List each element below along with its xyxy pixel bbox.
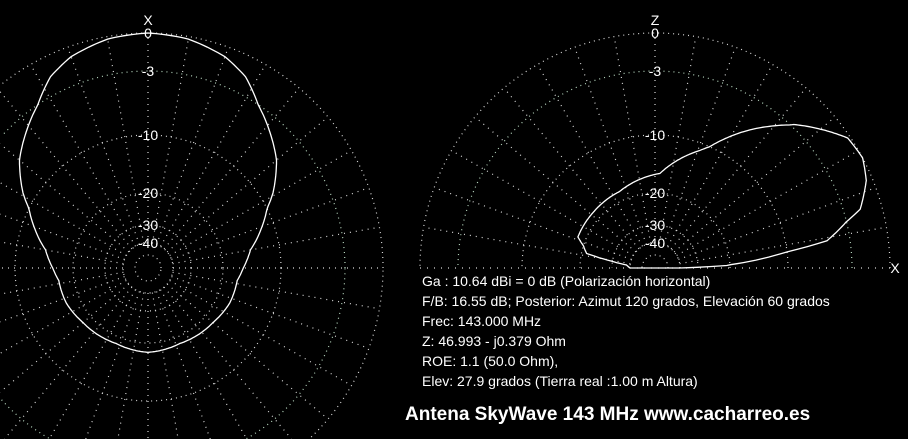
grid-spoke bbox=[673, 116, 836, 253]
grid-spoke bbox=[0, 182, 127, 257]
ring-label: 0 bbox=[651, 25, 659, 41]
grid-spoke bbox=[423, 226, 631, 265]
grid-spoke bbox=[670, 87, 807, 250]
ring-label: -10 bbox=[645, 127, 665, 143]
grid-spoke bbox=[67, 46, 141, 245]
azimuth-plot-grid bbox=[0, 32, 384, 439]
grid-spoke bbox=[474, 116, 637, 253]
ring-label: -30 bbox=[138, 217, 158, 233]
grid-ring bbox=[641, 254, 669, 268]
grid-spoke bbox=[159, 289, 248, 439]
grid-spoke bbox=[574, 46, 648, 245]
elevation-axis-label-z: Z bbox=[651, 12, 660, 28]
grid-spoke bbox=[48, 289, 137, 439]
elevation-pattern-curve bbox=[577, 123, 867, 269]
ring-label: -20 bbox=[138, 185, 158, 201]
grid-spoke bbox=[451, 149, 634, 257]
grid-spoke bbox=[106, 36, 145, 244]
ring-label: 0 bbox=[144, 25, 152, 41]
grid-spoke bbox=[85, 291, 141, 439]
grid-spoke bbox=[433, 187, 632, 261]
grid-spoke bbox=[658, 36, 697, 244]
grid-spoke bbox=[172, 271, 380, 310]
grid-spoke bbox=[679, 226, 887, 265]
grid-spoke bbox=[169, 149, 352, 257]
figure-title: Antena SkyWave 143 MHz www.cacharreo.es bbox=[405, 404, 810, 425]
info-gain: Ga : 10.64 dBi = 0 dB (Polarización hori… bbox=[422, 273, 710, 289]
grid-spoke bbox=[536, 64, 644, 247]
grid-spoke bbox=[662, 46, 736, 245]
elevation-ring-labels: 0 -3 -10 -20 -30 -40 bbox=[645, 25, 665, 251]
grid-spoke bbox=[0, 283, 130, 393]
grid-spoke bbox=[0, 275, 125, 323]
grid-ring bbox=[134, 254, 162, 282]
grid-spoke bbox=[163, 286, 292, 439]
ring-label: -3 bbox=[649, 63, 662, 79]
elevation-axis-label-x: X bbox=[890, 260, 900, 276]
grid-ring bbox=[0, 32, 384, 438]
grid-spoke bbox=[155, 291, 211, 439]
info-frequency: Frec: 143.000 MHz bbox=[422, 313, 541, 329]
grid-ring bbox=[457, 70, 853, 268]
ring-label: -40 bbox=[645, 235, 665, 251]
azimuth-pattern-curve bbox=[18, 32, 278, 353]
grid-ring bbox=[419, 32, 891, 268]
grid-spoke bbox=[169, 279, 352, 387]
grid-spoke bbox=[29, 64, 137, 247]
grid-spoke bbox=[676, 149, 859, 257]
info-impedance: Z: 46.993 - j0.379 Ohm bbox=[422, 333, 566, 349]
grid-spoke bbox=[613, 36, 652, 244]
grid-spoke bbox=[166, 283, 329, 420]
grid-spoke bbox=[0, 279, 127, 354]
ring-label: -40 bbox=[138, 235, 158, 251]
info-swr: ROE: 1.1 (50.0 Ohm), bbox=[422, 353, 558, 369]
grid-spoke bbox=[117, 292, 145, 439]
grid-spoke bbox=[666, 64, 774, 247]
ring-label: -10 bbox=[138, 127, 158, 143]
grid-spoke bbox=[0, 213, 125, 261]
info-panel: Ga : 10.64 dBi = 0 dB (Polarización hori… bbox=[422, 273, 830, 389]
grid-spoke bbox=[155, 46, 229, 245]
grid-spoke bbox=[4, 286, 133, 439]
grid-spoke bbox=[503, 87, 640, 250]
grid-ring bbox=[14, 134, 282, 402]
ring-label: -20 bbox=[645, 185, 665, 201]
ring-label: -30 bbox=[645, 217, 665, 233]
grid-spoke bbox=[151, 36, 190, 244]
grid-ring bbox=[1, 70, 346, 439]
azimuth-axis-label-x: X bbox=[143, 12, 153, 28]
grid-spoke bbox=[171, 275, 370, 349]
grid-spoke bbox=[166, 116, 329, 253]
grid-spoke bbox=[172, 226, 380, 265]
grid-spoke bbox=[151, 292, 179, 439]
azimuth-ring-labels: 0 -3 -10 -20 -30 -40 bbox=[138, 25, 158, 251]
info-elevation: Elev: 27.9 grados (Tierra real :1.00 m A… bbox=[422, 373, 698, 389]
grid-spoke bbox=[0, 241, 124, 265]
elevation-plot-grid bbox=[419, 32, 891, 269]
grid-spoke bbox=[0, 91, 133, 250]
info-front-back: F/B: 16.55 dB; Posterior: Azimut 120 gra… bbox=[422, 293, 830, 309]
grid-spoke bbox=[678, 187, 877, 261]
ring-label: -3 bbox=[142, 63, 155, 79]
grid-spoke bbox=[163, 87, 300, 250]
grid-spoke bbox=[159, 64, 267, 247]
grid-ring bbox=[72, 192, 224, 344]
grid-spoke bbox=[0, 143, 130, 253]
grid-spoke bbox=[171, 187, 370, 261]
